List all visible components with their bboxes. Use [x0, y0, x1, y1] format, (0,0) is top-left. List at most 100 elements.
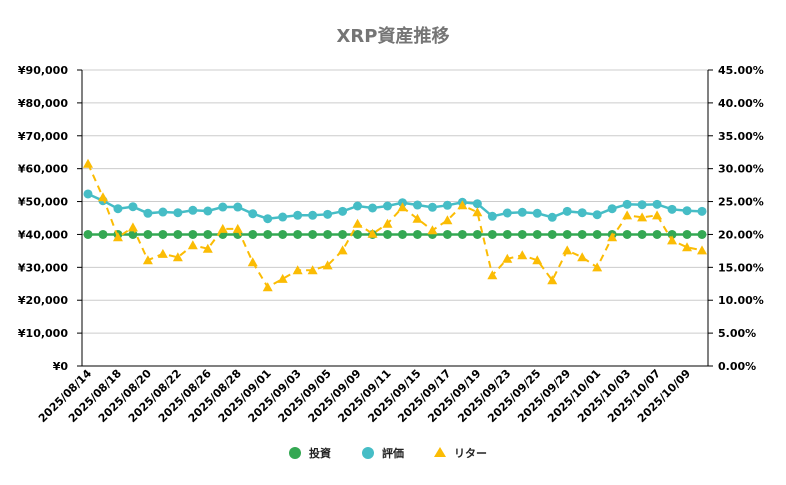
legend-circle-icon — [289, 447, 301, 459]
data-point — [353, 229, 363, 239]
data-point — [338, 229, 348, 239]
data-point-triangle — [112, 232, 123, 242]
right-axis-tick-label: 35.00% — [718, 130, 764, 143]
data-point — [547, 212, 557, 222]
series-line-2 — [87, 163, 703, 289]
data-point-triangle — [412, 213, 423, 223]
data-point — [412, 200, 422, 210]
data-point — [293, 210, 303, 220]
data-point — [368, 203, 378, 213]
data-point — [98, 229, 108, 239]
data-point-triangle — [697, 245, 707, 255]
data-point — [637, 229, 647, 239]
data-point — [682, 229, 692, 239]
data-point-triangle — [622, 210, 633, 220]
left-axis-tick-label: ¥30,000 — [18, 261, 68, 274]
data-point-triangle — [142, 255, 153, 265]
data-point-triangle — [487, 270, 498, 280]
data-point — [173, 208, 183, 218]
data-point — [487, 211, 497, 221]
data-point-triangle — [577, 252, 588, 262]
data-point — [113, 204, 123, 214]
data-point-triangle — [367, 228, 378, 238]
data-point — [397, 229, 407, 239]
data-point-triangle — [262, 282, 273, 292]
left-axis-tick-label: ¥0 — [53, 360, 69, 373]
data-point — [427, 202, 437, 212]
left-axis-tick-label: ¥50,000 — [18, 196, 68, 209]
right-axis-tick-label: 30.00% — [718, 163, 764, 176]
left-axis-tick-label: ¥40,000 — [18, 228, 68, 241]
data-point-triangle — [292, 265, 303, 275]
data-point — [472, 229, 482, 239]
data-point — [173, 229, 183, 239]
legend-label: リター — [454, 447, 487, 460]
data-point — [128, 202, 138, 212]
data-point-triangle — [652, 210, 663, 220]
right-axis-tick-label: 5.00% — [718, 327, 756, 340]
data-point — [158, 207, 168, 217]
data-point — [637, 200, 647, 210]
data-point — [293, 229, 303, 239]
data-point-triangle — [172, 252, 183, 262]
data-point — [188, 205, 198, 215]
data-point-triangle — [232, 223, 243, 233]
right-axis-tick-label: 45.00% — [718, 64, 764, 77]
data-point — [517, 229, 527, 239]
data-point — [233, 202, 243, 212]
right-axis-tick-label: 25.00% — [718, 196, 764, 209]
data-point — [532, 229, 542, 239]
data-point — [517, 207, 527, 217]
data-point-triangle — [472, 207, 483, 217]
data-point — [442, 200, 452, 210]
left-axis-tick-label: ¥10,000 — [18, 327, 68, 340]
data-point — [532, 208, 542, 218]
right-axis-tick-label: 10.00% — [718, 294, 764, 307]
data-point — [218, 202, 228, 212]
left-axis-tick-label: ¥20,000 — [18, 294, 68, 307]
data-point — [457, 229, 467, 239]
data-point — [203, 206, 213, 216]
data-point — [83, 229, 93, 239]
right-axis-tick-label: 15.00% — [718, 261, 764, 274]
data-point — [607, 204, 617, 214]
x-axis-tick-label: 2025/10/09 — [635, 367, 693, 425]
data-point — [338, 206, 348, 216]
data-point-triangle — [532, 255, 543, 265]
data-point — [682, 206, 692, 216]
data-point — [383, 229, 393, 239]
data-point — [547, 229, 557, 239]
left-axis-tick-label: ¥60,000 — [18, 163, 68, 176]
data-point-triangle — [682, 242, 693, 252]
data-point — [383, 201, 393, 211]
data-point-triangle — [187, 240, 198, 250]
data-point-triangle — [607, 232, 618, 242]
data-point — [158, 229, 168, 239]
legend-label: 投資 — [309, 446, 331, 460]
data-point — [697, 229, 707, 239]
data-point-triangle — [337, 245, 348, 255]
data-point — [263, 214, 273, 224]
data-point — [203, 229, 213, 239]
data-point — [487, 229, 497, 239]
data-point-triangle — [562, 245, 573, 255]
data-point — [143, 208, 153, 218]
right-axis-tick-label: 40.00% — [718, 97, 764, 110]
data-point-triangle — [397, 202, 408, 212]
data-point-triangle — [307, 265, 318, 275]
data-point-triangle — [217, 223, 228, 233]
data-point — [412, 229, 422, 239]
data-point-triangle — [592, 262, 603, 272]
data-point — [562, 229, 572, 239]
data-point — [622, 229, 632, 239]
data-point-triangle — [352, 218, 363, 228]
data-point-triangle — [457, 200, 468, 210]
data-point — [577, 229, 587, 239]
legend-circle-icon — [362, 447, 374, 459]
data-point — [442, 229, 452, 239]
legend-label: 評価 — [382, 446, 404, 460]
data-point-triangle — [667, 235, 678, 245]
data-point-triangle — [247, 257, 258, 267]
data-point-triangle — [502, 253, 513, 263]
